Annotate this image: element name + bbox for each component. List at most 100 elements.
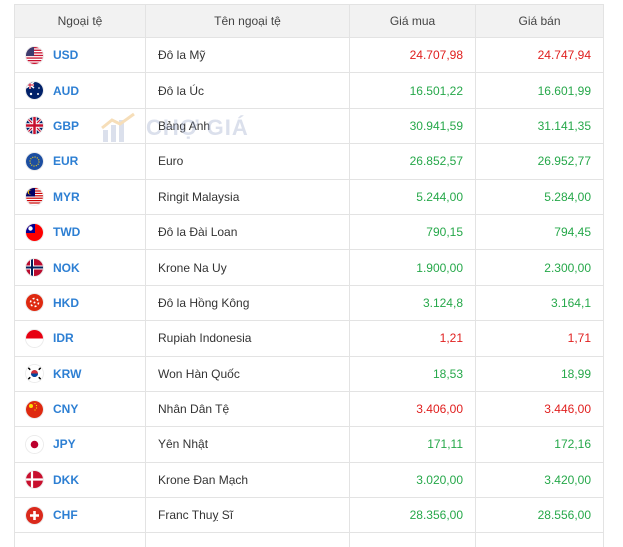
id-flag-icon [26,329,43,347]
currency-code-cell: HKD [14,284,146,322]
currency-code[interactable]: NOK [53,260,80,275]
sell-price: 3.446,00 [475,390,604,428]
cn-flag-icon [26,400,43,418]
currency-code[interactable]: JPY [53,437,76,452]
ch-flag-icon [26,506,43,524]
currency-name: Ringit Malaysia [145,178,350,215]
currency-code-cell: KRW [14,355,146,392]
sell-price: 3.420,00 [475,461,604,499]
sell-price: 16.601,99 [475,72,604,109]
currency-code[interactable]: MYR [53,189,80,204]
table-row: NOK Krone Na Uy 1.900,00 2.300,00 [14,249,604,286]
table-row: CNY Nhân Dân Tệ 3.406,00 3.446,00 [14,390,604,428]
currency-name: Rupiah Indonesia [145,320,350,357]
header-currency-name: Tên ngoại tệ [145,4,350,38]
sell-price: 3.164,1 [475,284,604,322]
sell-price: 18,99 [475,355,604,392]
partial-cell [145,532,350,547]
table-row: KRW Won Hàn Quốc 18,53 18,99 [14,355,604,392]
currency-code-cell: NOK [14,249,146,286]
tw-flag-icon [26,223,43,241]
sell-price: 794,45 [475,213,604,251]
table-row: IDR Rupiah Indonesia 1,21 1,71 [14,320,604,357]
sell-price: 24.747,94 [475,36,604,74]
sell-price: 2.300,00 [475,249,604,286]
sell-price: 28.556,00 [475,497,604,534]
currency-code-cell: CHF [14,497,146,534]
no-flag-icon [26,259,43,277]
buy-price: 26.852,57 [349,143,476,180]
currency-code[interactable]: IDR [53,331,74,346]
currency-name: Krone Đan Mạch [145,461,350,499]
currency-code-cell: USD [14,36,146,74]
sell-price: 31.141,35 [475,107,604,145]
my-flag-icon [26,188,43,206]
table-row: DKK Krone Đan Mạch 3.020,00 3.420,00 [14,461,604,499]
buy-price: 30.941,59 [349,107,476,145]
sell-price: 172,16 [475,426,604,463]
partial-cell [475,532,604,547]
sell-price: 26.952,77 [475,143,604,180]
table-row: JPY Yên Nhật 171,11 172,16 [14,426,604,463]
currency-code[interactable]: AUD [53,83,79,98]
buy-price: 1.900,00 [349,249,476,286]
currency-name: Đô la Hồng Kông [145,284,350,322]
currency-name: Nhân Dân Tệ [145,390,350,428]
table-row: TWD Đô la Đài Loan 790,15 794,45 [14,213,604,251]
kr-flag-icon [26,365,43,383]
currency-code[interactable]: CHF [53,508,78,523]
buy-price: 24.707,98 [349,36,476,74]
sell-price: 1,71 [475,320,604,357]
currency-name: Đô la Úc [145,72,350,109]
eu-flag-icon [26,152,43,170]
hk-flag-icon [26,294,43,312]
currency-code-cell: IDR [14,320,146,357]
jp-flag-icon [26,435,43,453]
buy-price: 3.020,00 [349,461,476,499]
currency-code[interactable]: HKD [53,295,79,310]
buy-price: 28.356,00 [349,497,476,534]
currency-name: Yên Nhật [145,426,350,463]
dk-flag-icon [26,471,43,489]
au-flag-icon [26,82,43,100]
currency-code[interactable]: CNY [53,402,79,417]
buy-price: 171,11 [349,426,476,463]
currency-code[interactable]: DKK [53,472,79,487]
table-row: AUD Đô la Úc 16.501,22 16.601,99 [14,72,604,109]
currency-name: Franc Thuỵ Sĩ [145,497,350,534]
currency-code-cell: GBP [14,107,146,145]
partial-cell [349,532,476,547]
currency-code-cell: MYR [14,178,146,215]
currency-code-cell: CNY [14,390,146,428]
buy-price: 5.244,00 [349,178,476,215]
buy-price: 16.501,22 [349,72,476,109]
currency-code[interactable]: GBP [53,118,80,133]
buy-price: 1,21 [349,320,476,357]
us-flag-icon [26,46,43,64]
currency-code-cell: TWD [14,213,146,251]
table-row: USD Đô la Mỹ 24.707,98 24.747,94 [14,36,604,74]
sell-price: 5.284,00 [475,178,604,215]
table-row: EUR Euro 26.852,57 26.952,77 [14,143,604,180]
buy-price: 790,15 [349,213,476,251]
exchange-rate-table: Ngoại tệ Tên ngoại tệ Giá mua Giá bán US… [14,4,604,547]
table-header-row: Ngoại tệ Tên ngoại tệ Giá mua Giá bán [14,4,604,38]
buy-price: 3.406,00 [349,390,476,428]
table-row: CHF Franc Thuỵ Sĩ 28.356,00 28.556,00 [14,497,604,534]
currency-name: Bảng Anh [145,107,350,145]
currency-name: Krone Na Uy [145,249,350,286]
currency-code[interactable]: USD [53,48,79,63]
currency-name: Euro [145,143,350,180]
currency-code-cell: JPY [14,426,146,463]
table-row: HKD Đô la Hồng Kông 3.124,8 3.164,1 [14,284,604,322]
table-row-partial [14,532,604,547]
exchange-rate-table-container: Ngoại tệ Tên ngoại tệ Giá mua Giá bán US… [14,4,604,547]
currency-code-cell: AUD [14,72,146,109]
currency-code[interactable]: TWD [53,225,81,240]
currency-name: Đô la Mỹ [145,36,350,74]
currency-code-cell: DKK [14,461,146,499]
currency-code[interactable]: KRW [53,366,82,381]
table-row: GBP Bảng Anh 30.941,59 31.141,35 [14,107,604,145]
gb-flag-icon [26,117,43,135]
currency-code[interactable]: EUR [53,154,79,169]
